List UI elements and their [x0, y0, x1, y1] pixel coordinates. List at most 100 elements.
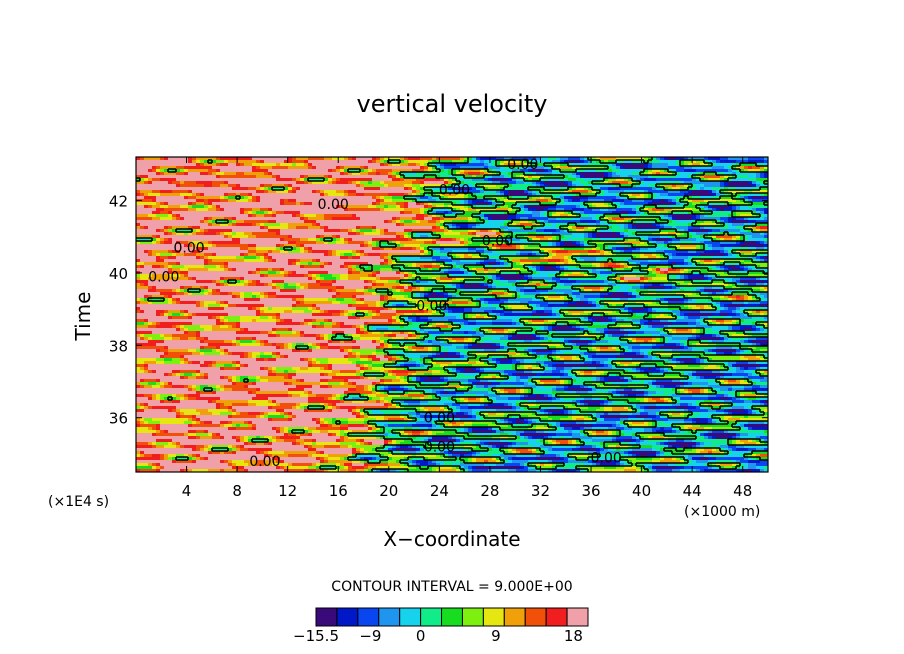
field-cell	[344, 226, 349, 230]
field-cell	[416, 241, 421, 245]
field-cell	[476, 241, 481, 245]
field-cell	[524, 244, 529, 248]
field-cell	[200, 226, 205, 230]
field-cell	[320, 241, 325, 245]
field-cell	[232, 229, 237, 233]
field-cell	[680, 181, 685, 185]
field-cell	[240, 196, 245, 200]
field-cell	[600, 247, 605, 251]
field-cell	[648, 181, 653, 185]
field-cell	[736, 196, 741, 200]
field-cell	[248, 199, 253, 203]
field-cell	[680, 214, 685, 218]
field-cell	[484, 169, 489, 173]
field-cell	[548, 157, 553, 161]
field-cell	[256, 157, 261, 161]
field-cell	[300, 184, 305, 188]
field-cell	[292, 184, 297, 188]
field-cell	[636, 223, 641, 227]
field-cell	[492, 163, 497, 167]
field-cell	[420, 178, 425, 182]
field-cell	[492, 196, 497, 200]
field-cell	[740, 232, 745, 236]
field-cell	[672, 208, 677, 212]
field-cell	[644, 220, 649, 224]
field-cell	[460, 163, 465, 167]
field-cell	[276, 208, 281, 212]
field-cell	[608, 238, 613, 242]
field-cell	[740, 160, 745, 164]
field-cell	[476, 196, 481, 200]
field-cell	[352, 175, 357, 179]
field-cell	[548, 229, 553, 233]
field-cell	[396, 157, 401, 161]
field-cell	[412, 208, 417, 212]
field-cell	[144, 217, 149, 221]
field-cell	[720, 214, 725, 218]
field-cell	[548, 166, 553, 170]
field-cell	[472, 241, 477, 245]
field-cell	[600, 163, 605, 167]
field-cell	[200, 247, 205, 251]
field-cell	[360, 250, 365, 254]
field-cell	[244, 187, 249, 191]
field-cell	[292, 235, 297, 239]
field-cell	[312, 199, 317, 203]
field-cell	[376, 220, 381, 224]
field-cell	[608, 235, 613, 239]
field-cell	[552, 163, 557, 167]
field-cell	[736, 211, 741, 215]
field-cell	[512, 232, 517, 236]
field-cell	[256, 196, 261, 200]
field-cell	[488, 199, 493, 203]
field-cell	[432, 211, 437, 215]
field-cell	[660, 220, 665, 224]
field-cell	[228, 214, 233, 218]
field-cell	[280, 193, 285, 197]
field-cell	[764, 244, 768, 248]
field-cell	[316, 226, 321, 230]
field-cell	[380, 232, 385, 236]
field-cell	[500, 211, 505, 215]
field-cell	[644, 238, 649, 242]
field-cell	[308, 220, 313, 224]
field-cell	[748, 238, 753, 242]
field-cell	[456, 187, 461, 191]
field-cell	[580, 193, 585, 197]
field-cell	[472, 229, 477, 233]
field-cell	[756, 181, 761, 185]
field-cell	[308, 214, 313, 218]
field-cell	[428, 226, 433, 230]
field-cell	[344, 238, 349, 242]
field-cell	[364, 202, 369, 206]
field-cell	[232, 181, 237, 185]
field-cell	[684, 196, 689, 200]
field-cell	[172, 250, 177, 254]
field-cell	[236, 202, 241, 206]
field-cell	[500, 193, 505, 197]
field-cell	[380, 187, 385, 191]
field-cell	[440, 232, 445, 236]
field-cell	[516, 184, 521, 188]
field-cell	[488, 232, 493, 236]
field-cell	[572, 178, 577, 182]
field-cell	[444, 232, 449, 236]
field-cell	[496, 190, 501, 194]
field-cell	[276, 250, 281, 254]
field-cell	[264, 247, 269, 251]
field-cell	[640, 163, 645, 167]
field-cell	[592, 202, 597, 206]
field-cell	[140, 196, 145, 200]
field-cell	[568, 223, 573, 227]
field-cell	[548, 226, 553, 230]
field-cell	[284, 163, 289, 167]
field-cell	[184, 241, 189, 245]
field-cell	[464, 199, 469, 203]
field-cell	[444, 172, 449, 176]
field-cell	[736, 163, 741, 167]
field-cell	[320, 190, 325, 194]
field-cell	[536, 193, 541, 197]
field-cell	[196, 205, 201, 209]
field-cell	[296, 211, 301, 215]
field-cell	[272, 226, 277, 230]
